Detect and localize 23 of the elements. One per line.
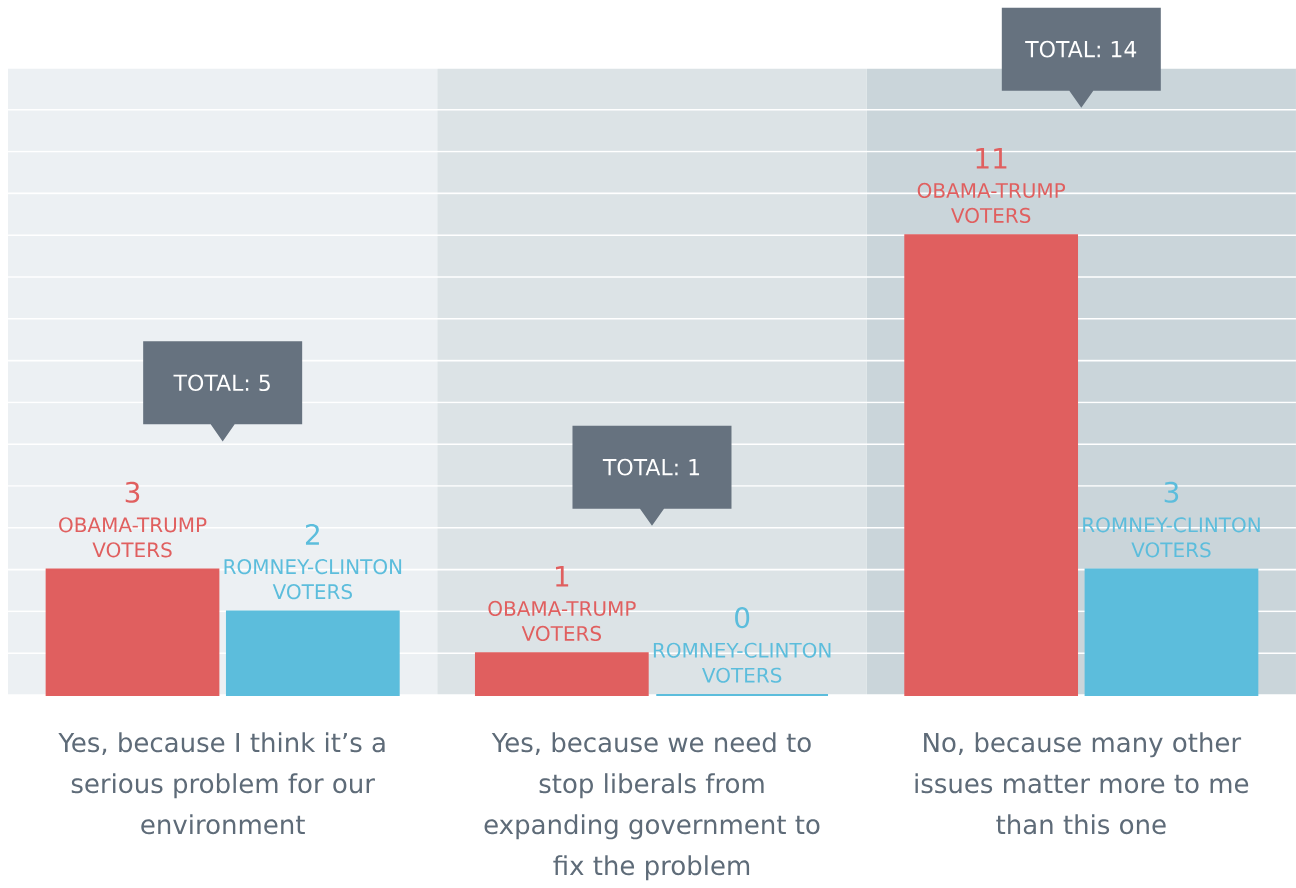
data-label: 2 — [305, 523, 319, 545]
annotation: TOTAL: 5 — [173, 374, 270, 392]
data-label: 3 — [125, 481, 140, 503]
data-label: 11 — [976, 148, 1007, 169]
annotation: TOTAL: 1 — [602, 458, 700, 476]
text: ROMNEY-CLINTON VOTERS — [653, 642, 831, 683]
series-label: ROMNEY-CLINTON VOTERS — [224, 559, 402, 600]
bar — [904, 234, 1079, 696]
data-label: 3 — [1164, 481, 1179, 503]
text: OBAMA-TRUMP VOTERS — [59, 517, 207, 558]
data-label: 1 — [556, 566, 569, 587]
bar — [1084, 568, 1259, 696]
data-label: 0 — [735, 607, 750, 629]
text: OBAMA-TRUMP VOTERS — [488, 600, 636, 641]
series-label: OBAMA-TRUMP VOTERS — [917, 182, 1066, 223]
x-tick-label: Yes, because we need to stop liberals from expanding government to fix the problem — [484, 732, 820, 881]
x-tick-label: No, because many other issues matter more to me than this one — [915, 732, 1249, 835]
x-tick-label: Yes, because I think it’s a serious problem for our environment — [58, 732, 385, 835]
text: TOTAL: 14 — [1025, 40, 1137, 58]
bar — [45, 568, 220, 696]
bar — [474, 652, 649, 696]
bar — [225, 610, 400, 696]
text: ROMNEY-CLINTON VOTERS — [1083, 517, 1260, 558]
